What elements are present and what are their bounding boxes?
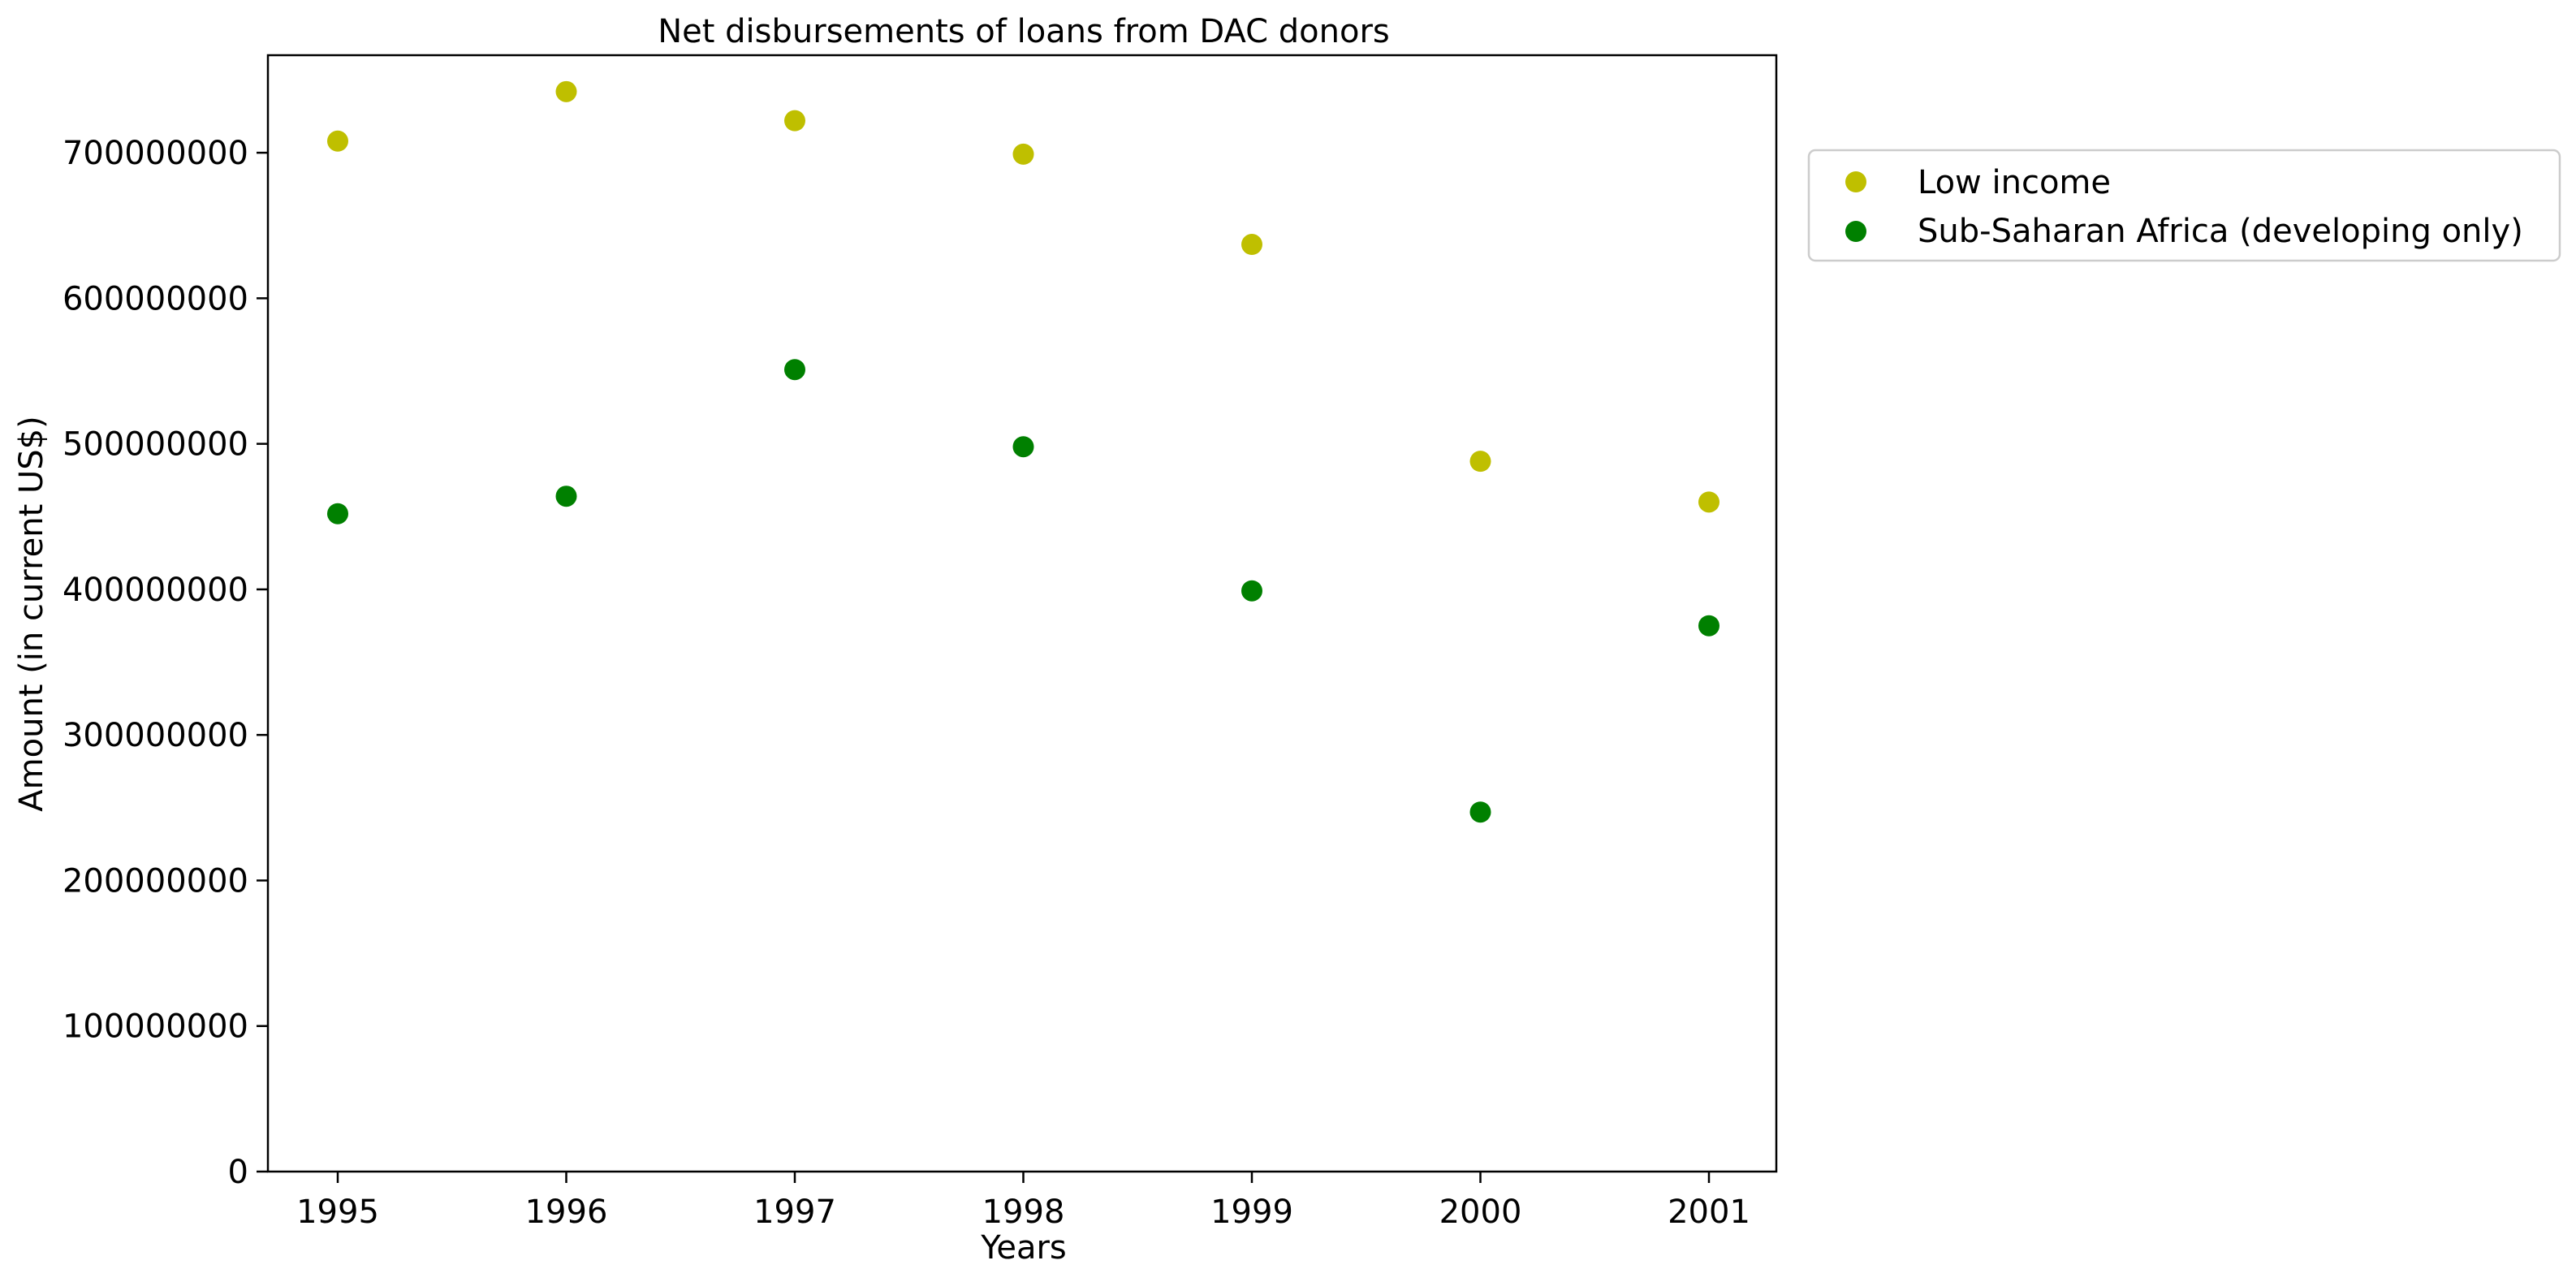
data-point	[1012, 436, 1034, 458]
y-tick-label: 300000000	[63, 717, 248, 754]
data-point	[555, 80, 577, 102]
legend-label-low-income: Low income	[1918, 164, 2111, 201]
y-axis-ticks: 0 100000000 200000000 300000000 400000000 500…	[63, 135, 268, 1191]
legend-label-sub-saharan-africa: Sub-Saharan Africa (developing only)	[1918, 213, 2523, 250]
y-tick-label: 0	[228, 1154, 248, 1191]
y-tick-label: 700000000	[63, 135, 248, 172]
chart-title: Net disbursements of loans from DAC dono…	[658, 13, 1390, 50]
y-tick-label: 600000000	[63, 280, 248, 317]
data-point	[1469, 451, 1491, 473]
x-tick-label: 1997	[753, 1194, 836, 1231]
x-tick-label: 2000	[1439, 1194, 1522, 1231]
data-point	[327, 130, 348, 152]
x-tick-label: 1996	[525, 1194, 608, 1231]
x-tick-label: 1998	[982, 1194, 1065, 1231]
data-point	[1241, 580, 1262, 602]
x-axis-ticks: 1995 1996 1997 1998 1999 2000 2001	[296, 1172, 1750, 1231]
data-point	[327, 503, 348, 524]
y-tick-label: 400000000	[63, 572, 248, 609]
data-point	[1469, 801, 1491, 823]
y-tick-label: 200000000	[63, 862, 248, 900]
y-axis-label: Amount (in current US$)	[13, 416, 50, 811]
data-point	[555, 486, 577, 507]
legend: Low income Sub-Saharan Africa (developin…	[1807, 149, 2561, 262]
data-point	[784, 359, 805, 381]
data-point	[1012, 143, 1034, 165]
x-tick-label: 2001	[1668, 1194, 1750, 1231]
data-points	[327, 80, 1719, 823]
legend-marker-sub-saharan-africa	[1845, 221, 1866, 242]
legend-marker-low-income	[1845, 171, 1866, 192]
x-tick-label: 1995	[296, 1194, 379, 1231]
series-1	[327, 359, 1719, 823]
y-tick-label: 500000000	[63, 426, 248, 464]
data-point	[1698, 615, 1719, 637]
plot-area-frame	[266, 54, 1778, 1173]
x-tick-label: 1999	[1210, 1194, 1293, 1231]
data-point	[1698, 491, 1719, 513]
data-point	[1241, 234, 1262, 256]
data-point	[784, 110, 805, 132]
series-0	[327, 80, 1719, 513]
y-tick-label: 100000000	[63, 1008, 248, 1046]
legend-box	[1807, 149, 2561, 262]
x-axis-label: Years	[980, 1229, 1067, 1267]
